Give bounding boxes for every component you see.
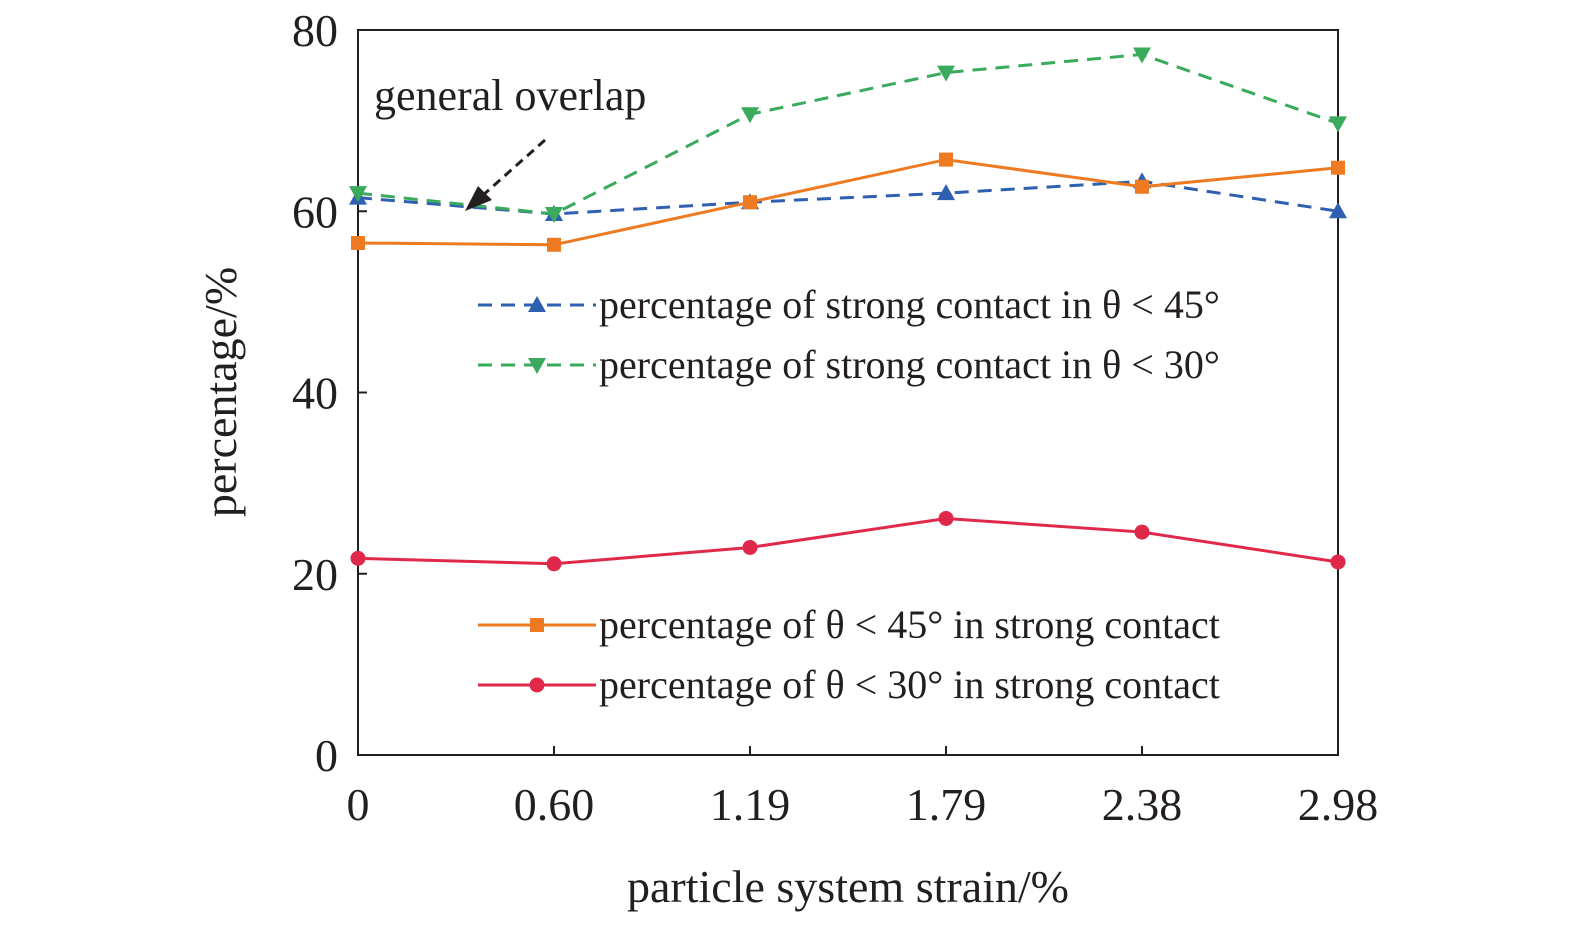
series-line [357,158,1339,247]
data-point [349,186,367,203]
x-tick-label: 1.19 [710,779,791,830]
data-point [938,510,954,526]
data-point [1133,47,1151,64]
legend-label: percentage of strong contact in θ < 30° [599,342,1220,387]
legend-marker [529,677,545,693]
series-3 [351,152,1345,252]
legend-marker [528,296,546,312]
y-axis-title: percentage/% [195,267,246,517]
legend: percentage of strong contact in θ < 45° p… [478,282,1220,707]
series-2 [349,47,1347,223]
data-point [351,235,365,250]
data-point [547,237,561,252]
legend-marker [530,618,544,632]
data-point [545,206,563,223]
data-point [1329,116,1347,133]
data-point [350,550,366,566]
series-line [357,516,1339,566]
legend-item-2: percentage of strong contact in θ < 30° [478,342,1220,387]
legend-item-3: percentage of θ < 45° in strong contact [478,602,1220,647]
series-line [357,52,1339,216]
data-point [743,195,757,210]
legend-label: percentage of θ < 45° in strong contact [599,602,1220,647]
x-axis-title: particle system strain/% [627,861,1069,912]
annotation-text: general overlap [374,71,646,120]
y-tick-label: 80 [292,5,338,56]
y-tick-label: 0 [315,730,338,781]
data-point [1329,202,1347,219]
legend-item-1: percentage of strong contact in θ < 45° [478,282,1220,327]
x-tick-label: 0.60 [514,779,595,830]
data-point [1135,179,1149,194]
series-layer [349,47,1347,572]
data-point [939,152,953,167]
legend-marker [528,358,546,374]
x-tick-label: 2.38 [1102,779,1183,830]
x-tick-label: 0 [347,779,370,830]
series-4 [350,510,1346,572]
data-point [937,184,955,201]
data-point [741,107,759,124]
annotation-arrow-head [465,186,492,211]
data-point [937,65,955,82]
legend-item-4: percentage of θ < 30° in strong contact [478,662,1220,707]
annotation-arrow-shaft [481,138,546,198]
legend-label: percentage of θ < 30° in strong contact [599,662,1220,707]
data-point [1330,554,1346,570]
x-tick-label: 1.79 [906,779,987,830]
axes: 0 0.60 1.19 1.79 2.38 2.98 0 20 40 60 80 particle s… [195,5,1378,912]
y-tick-label: 60 [292,186,338,237]
annotation: general overlap [374,71,646,211]
x-tick-label: 2.98 [1298,779,1379,830]
data-point [742,539,758,555]
legend-label: percentage of strong contact in θ < 45° [599,282,1220,327]
data-point [1134,524,1150,540]
y-tick-label: 40 [292,368,338,419]
y-tick-label: 20 [292,549,338,600]
data-point [546,556,562,572]
data-point [1331,160,1345,175]
